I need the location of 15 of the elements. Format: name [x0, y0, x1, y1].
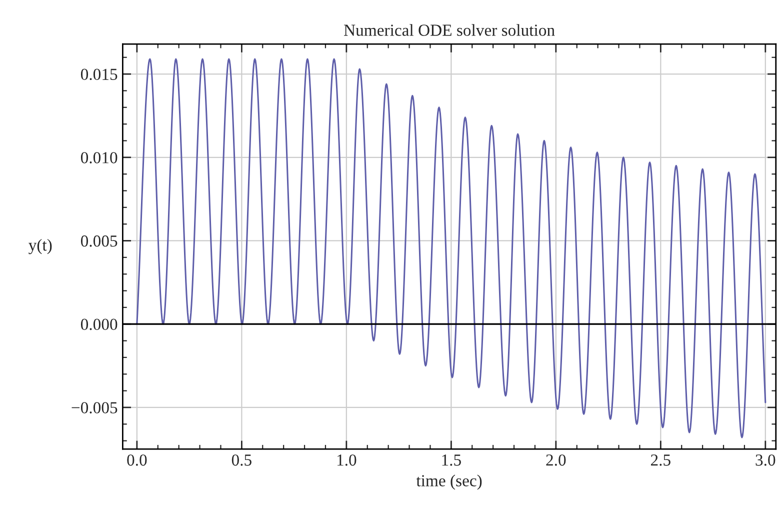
x-tick-label: 1.5 [442, 454, 461, 466]
x-tick-label: 1.0 [337, 454, 356, 466]
y-tick-label: −0.005 [72, 402, 118, 414]
x-tick-label: 0.5 [232, 454, 252, 466]
y-tick-label: 0.015 [80, 68, 118, 80]
chart-title: Numerical ODE solver solution [344, 24, 555, 36]
x-axis-title: time (sec) [416, 474, 482, 490]
y-tick-label: 0.010 [80, 152, 118, 164]
y-tick-label: 0.000 [80, 318, 118, 330]
x-tick-label: 2.5 [650, 454, 670, 466]
y-axis-title: y(t) [28, 238, 52, 254]
x-tick-label: 3.0 [756, 454, 776, 466]
y-tick-label: 0.005 [80, 235, 118, 247]
x-tick-label: 0.0 [127, 454, 147, 466]
x-tick-label: 2.0 [546, 454, 566, 466]
